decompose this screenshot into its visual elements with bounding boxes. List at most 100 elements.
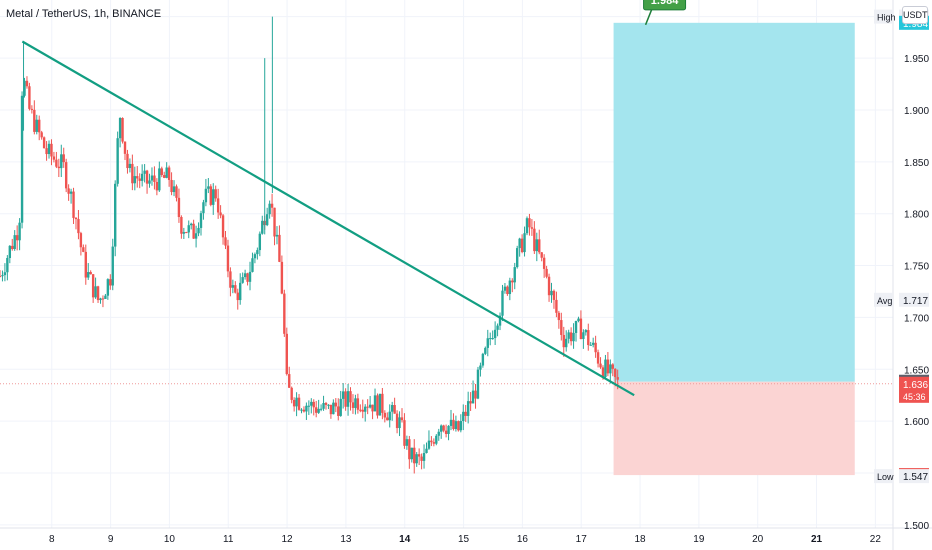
candle-body bbox=[104, 295, 107, 299]
candle-body bbox=[611, 364, 614, 369]
candle bbox=[435, 434, 438, 446]
candle-body bbox=[1, 275, 4, 277]
candle-body bbox=[555, 299, 558, 313]
candle bbox=[390, 401, 394, 421]
candle bbox=[334, 398, 338, 413]
candle bbox=[410, 447, 413, 463]
candle-body bbox=[346, 391, 350, 407]
candle bbox=[562, 326, 565, 357]
candle bbox=[574, 320, 578, 342]
candle-body bbox=[94, 286, 97, 298]
candle bbox=[364, 404, 367, 422]
candle-body bbox=[62, 154, 65, 163]
candle bbox=[300, 408, 303, 414]
candle bbox=[199, 210, 203, 236]
candle-body bbox=[437, 431, 440, 436]
candle-body bbox=[236, 292, 239, 301]
candle-body bbox=[440, 425, 443, 432]
candle-body bbox=[354, 398, 357, 408]
candle-body bbox=[192, 223, 195, 239]
candle-body bbox=[599, 363, 602, 368]
axis-label-name: High bbox=[877, 13, 896, 23]
candle bbox=[45, 141, 48, 161]
candle-body bbox=[150, 175, 154, 181]
candle-body bbox=[314, 407, 318, 413]
candle bbox=[459, 414, 463, 433]
candle bbox=[501, 284, 504, 322]
candle bbox=[449, 409, 453, 431]
candle-body bbox=[327, 404, 330, 406]
candle bbox=[356, 393, 360, 414]
candle-body bbox=[11, 245, 14, 250]
candle-body bbox=[523, 233, 526, 253]
candle-body bbox=[278, 234, 281, 262]
candle bbox=[371, 404, 374, 420]
candle-body bbox=[344, 391, 347, 407]
candle-body bbox=[601, 367, 605, 377]
candle bbox=[400, 408, 404, 423]
candle bbox=[91, 274, 95, 303]
candle bbox=[99, 297, 102, 304]
candle-body bbox=[229, 271, 232, 288]
candle-body bbox=[422, 453, 426, 461]
candle bbox=[393, 397, 396, 414]
candle bbox=[560, 312, 563, 341]
candle bbox=[405, 435, 409, 450]
candle bbox=[596, 349, 600, 368]
candle-body bbox=[408, 439, 411, 460]
candle bbox=[319, 404, 323, 412]
candle bbox=[471, 380, 475, 404]
candle-body bbox=[297, 397, 301, 410]
candle bbox=[398, 411, 401, 437]
candle bbox=[437, 428, 440, 441]
candle bbox=[594, 335, 597, 358]
candle-body bbox=[341, 391, 345, 399]
candle bbox=[163, 171, 166, 179]
candle-body bbox=[542, 257, 546, 269]
callout-label: 1.984 bbox=[651, 0, 679, 7]
candle bbox=[197, 222, 200, 237]
candle-body bbox=[15, 235, 19, 241]
candle-body bbox=[491, 338, 494, 340]
candle bbox=[256, 247, 259, 260]
candle bbox=[302, 406, 306, 413]
candle bbox=[140, 164, 144, 187]
candle-body bbox=[452, 419, 455, 430]
candle bbox=[329, 404, 333, 419]
axis-label-name: Low bbox=[877, 472, 894, 482]
candle bbox=[3, 263, 7, 282]
candle-body bbox=[432, 442, 436, 444]
candle-body bbox=[383, 412, 387, 418]
time-tick-label: 16 bbox=[517, 534, 529, 545]
candle-body bbox=[212, 189, 215, 205]
candle-body bbox=[572, 332, 575, 342]
candle-body bbox=[116, 138, 119, 184]
candle-body bbox=[6, 258, 9, 273]
candle-body bbox=[430, 440, 433, 443]
candle bbox=[354, 394, 357, 415]
currency-button[interactable]: USDT bbox=[902, 6, 928, 24]
candle bbox=[427, 430, 431, 450]
candle bbox=[297, 394, 301, 411]
time-tick-label: 9 bbox=[108, 534, 114, 545]
candle bbox=[182, 227, 186, 239]
candle bbox=[606, 352, 610, 377]
candle bbox=[114, 180, 117, 257]
candle bbox=[518, 237, 521, 257]
candle-body bbox=[577, 318, 580, 321]
candle-body bbox=[471, 390, 475, 404]
candle bbox=[481, 352, 485, 368]
candle bbox=[123, 141, 127, 161]
candle bbox=[341, 383, 345, 409]
candle-body bbox=[234, 285, 237, 293]
candle-body bbox=[69, 191, 73, 194]
candle-body bbox=[143, 170, 146, 174]
candle-body bbox=[165, 167, 168, 178]
candle-body bbox=[425, 448, 428, 454]
candle-body bbox=[231, 285, 235, 288]
candle-body bbox=[415, 454, 418, 464]
candle-body bbox=[160, 168, 163, 176]
candle-body bbox=[38, 119, 41, 133]
